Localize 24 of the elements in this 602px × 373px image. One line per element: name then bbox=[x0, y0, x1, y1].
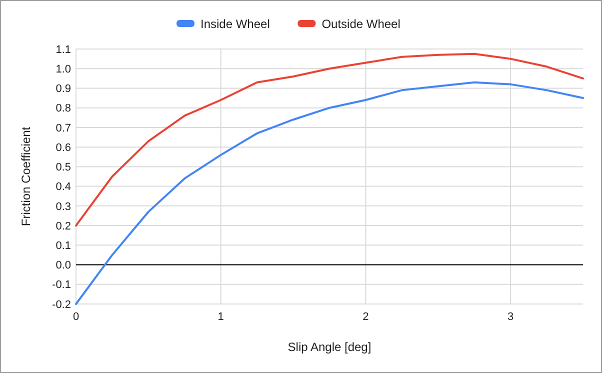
line-series bbox=[75, 81, 584, 305]
legend-label: Inside Wheel bbox=[200, 17, 270, 32]
x-tick-label: 0 bbox=[72, 311, 80, 323]
y-tick-label: 0.4 bbox=[56, 181, 71, 194]
y-tick-label: 0.0 bbox=[56, 260, 71, 272]
y-tick-label: 0.8 bbox=[56, 102, 71, 115]
y-tick-label: 0.6 bbox=[56, 142, 71, 154]
y-axis-title: Friction Coefficient bbox=[19, 126, 33, 226]
y-tick-label: -0.1 bbox=[52, 279, 71, 292]
y-tick-label: 0.3 bbox=[56, 200, 71, 213]
y-tick-label: 1.1 bbox=[56, 44, 71, 56]
y-tick-label: 0.7 bbox=[56, 122, 71, 134]
x-tick-label: 3 bbox=[508, 311, 514, 323]
line-series bbox=[75, 52, 584, 227]
y-tick-label: 0.2 bbox=[56, 220, 71, 232]
x-axis-title: Slip Angle [deg] bbox=[288, 340, 372, 354]
legend-label: Outside Wheel bbox=[322, 17, 400, 32]
y-tick-label: 0.1 bbox=[56, 240, 71, 252]
y-tick-label: -0.2 bbox=[52, 298, 71, 311]
y-tick-label: 0.9 bbox=[56, 83, 71, 96]
y-tick-label: 0.5 bbox=[56, 162, 71, 174]
x-tick-label: 1 bbox=[218, 311, 224, 323]
y-tick-label: 1.0 bbox=[56, 63, 71, 76]
x-tick-label: 2 bbox=[362, 311, 369, 323]
